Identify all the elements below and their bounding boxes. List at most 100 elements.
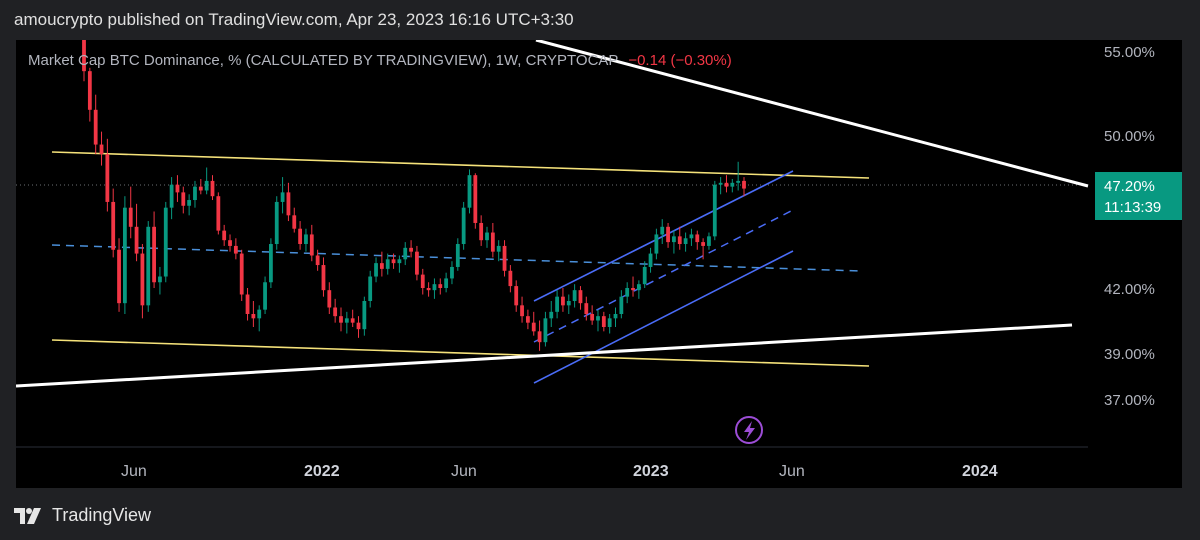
candle-body xyxy=(601,316,606,327)
candle-body xyxy=(426,288,431,291)
time-tick: 2023 xyxy=(633,463,669,480)
time-tick: 2022 xyxy=(304,463,340,480)
candle-body xyxy=(420,274,425,288)
range-bottom-line[interactable] xyxy=(51,339,870,367)
range-top-line[interactable] xyxy=(51,151,870,179)
candle-body xyxy=(251,314,256,319)
tradingview-logo-icon xyxy=(14,507,41,524)
candle-body xyxy=(666,226,670,243)
candle-body xyxy=(695,234,700,243)
candle-body xyxy=(432,284,437,291)
candle-body xyxy=(555,296,559,312)
candles-group xyxy=(82,40,746,351)
candle-body xyxy=(152,226,156,283)
candle-body xyxy=(660,226,665,235)
candle-body xyxy=(105,154,110,202)
candle-body xyxy=(128,207,133,227)
candle-body xyxy=(467,175,472,208)
candle-body xyxy=(672,236,676,243)
channel-mid-dashed-line[interactable] xyxy=(533,209,794,343)
candle-body xyxy=(274,201,279,245)
channel-lower-line[interactable] xyxy=(533,250,794,384)
lightning-icon[interactable] xyxy=(735,416,763,444)
bar-countdown: 11:13:39 xyxy=(1104,199,1161,216)
candle-body xyxy=(607,318,612,327)
candle-body xyxy=(111,201,116,250)
candle-body xyxy=(543,318,548,343)
candle-body xyxy=(222,230,227,241)
candle-body xyxy=(245,294,250,314)
candle-body xyxy=(479,222,484,241)
candle-body xyxy=(257,309,262,319)
chart-canvas[interactable]: 55.00% 50.00% 42.00% 39.00% 37.00% 47.20… xyxy=(16,40,1182,488)
candle-body xyxy=(204,180,209,191)
candle-body xyxy=(403,247,408,260)
candle-body xyxy=(409,247,413,252)
price-tick: 39.00% xyxy=(1104,346,1155,363)
candle-body xyxy=(87,71,92,110)
time-tick: 2024 xyxy=(962,463,998,480)
candle-body xyxy=(327,290,332,308)
descending-trendline[interactable] xyxy=(535,40,1089,188)
candle-body xyxy=(344,318,349,323)
candle-body xyxy=(689,234,694,239)
candle-body xyxy=(438,284,443,288)
candle-body xyxy=(508,270,513,287)
price-tick: 50.00% xyxy=(1104,128,1155,145)
candle-body xyxy=(485,232,489,241)
candle-body xyxy=(280,192,285,202)
candle-body xyxy=(613,314,618,319)
brand-name: TradingView xyxy=(52,505,152,525)
candle-body xyxy=(146,226,151,306)
candle-body xyxy=(619,296,624,314)
candle-body xyxy=(502,245,507,271)
candle-body xyxy=(455,244,460,267)
candle-body xyxy=(391,259,396,264)
candle-body xyxy=(590,314,595,321)
candle-body xyxy=(631,288,635,291)
candle-body xyxy=(385,259,390,269)
time-axis[interactable]: Jun 2022 Jun 2023 Jun 2024 xyxy=(121,463,998,480)
candle-body xyxy=(683,238,688,245)
time-tick: Jun xyxy=(121,463,147,480)
time-tick: Jun xyxy=(451,463,477,480)
price-change: −0.14 (−0.30%) xyxy=(628,52,732,69)
candle-body xyxy=(193,186,197,201)
candle-body xyxy=(169,184,174,208)
candle-body xyxy=(531,322,536,332)
symbol-legend[interactable]: Market Cap BTC Dominance, % (CALCULATED … xyxy=(28,52,732,69)
candle-body xyxy=(525,316,530,323)
candle-body xyxy=(450,266,454,279)
candle-body xyxy=(158,276,162,283)
footer-brand[interactable]: TradingView xyxy=(14,505,151,526)
candle-body xyxy=(181,192,186,206)
candle-body xyxy=(473,175,478,223)
candle-body xyxy=(82,40,86,72)
candle-body xyxy=(549,311,554,319)
candle-body xyxy=(175,184,180,193)
candle-body xyxy=(362,301,367,330)
candle-body xyxy=(239,253,244,295)
channel-upper-line[interactable] xyxy=(533,170,794,302)
candle-body xyxy=(654,234,659,254)
chart-panel[interactable]: 55.00% 50.00% 42.00% 39.00% 37.00% 47.20… xyxy=(16,40,1182,488)
candle-body xyxy=(309,234,314,256)
candle-body xyxy=(99,144,104,155)
candle-body xyxy=(566,301,571,306)
current-price-tag: 47.20% 11:13:39 xyxy=(1095,172,1182,220)
symbol-description: Market Cap BTC Dominance, % (CALCULATED … xyxy=(28,52,619,69)
candle-body xyxy=(134,226,139,254)
candle-body xyxy=(233,245,238,254)
candle-body xyxy=(578,290,583,304)
range-mid-dashed-line[interactable] xyxy=(51,244,862,272)
candle-body xyxy=(210,180,215,197)
candle-body xyxy=(596,316,600,321)
candle-body xyxy=(736,180,741,183)
candle-body xyxy=(742,180,746,189)
candle-body xyxy=(718,182,723,185)
ascending-trendline[interactable] xyxy=(16,323,1073,388)
candle-body xyxy=(572,290,577,301)
price-axis[interactable]: 55.00% 50.00% 42.00% 39.00% 37.00% xyxy=(1104,44,1155,409)
candle-body xyxy=(93,109,98,145)
candle-body xyxy=(286,192,291,216)
